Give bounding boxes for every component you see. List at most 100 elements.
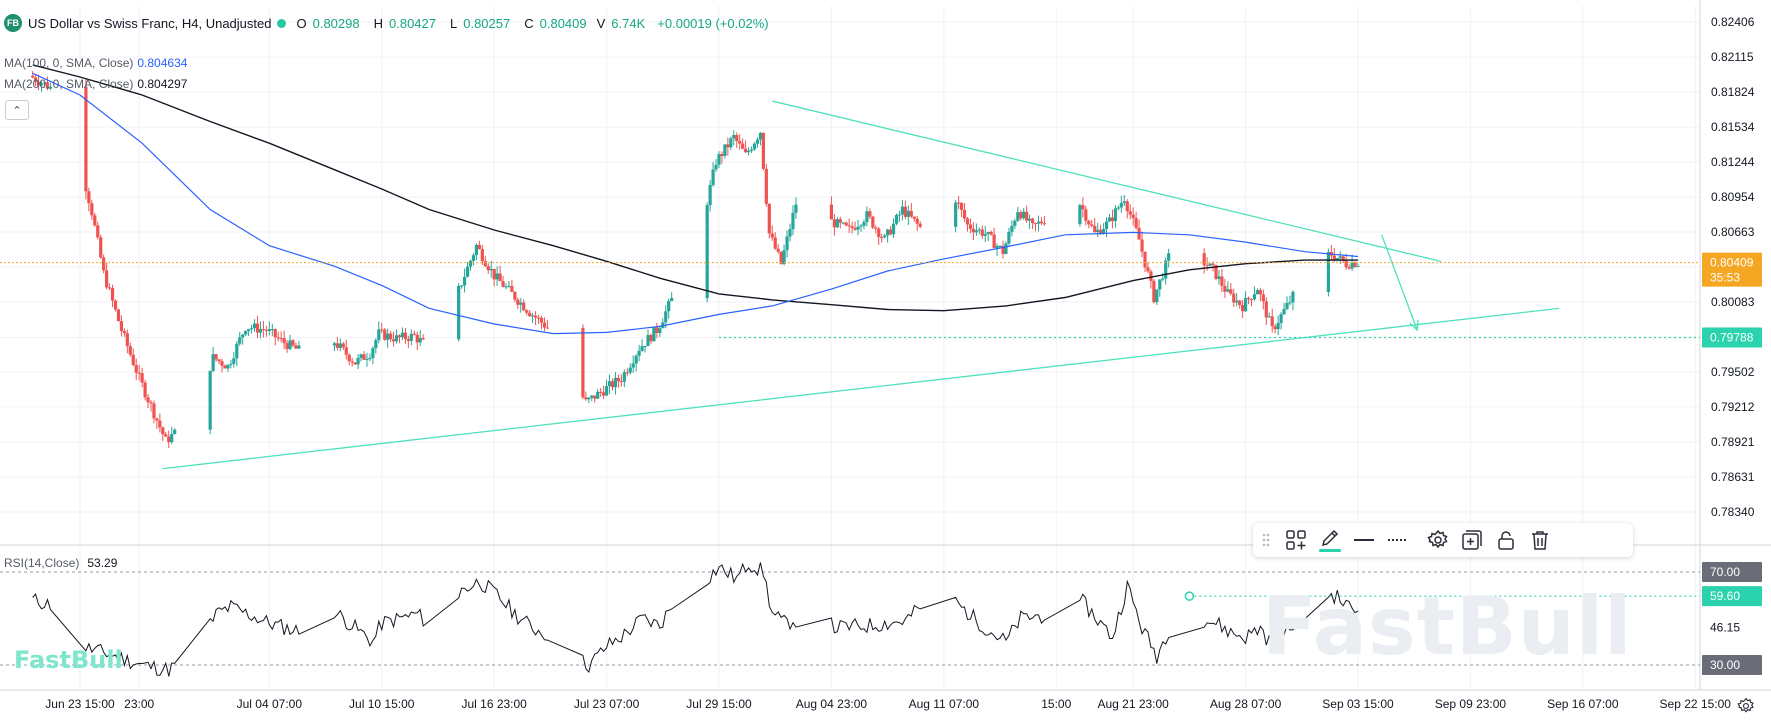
candle bbox=[1140, 231, 1144, 258]
candle bbox=[980, 225, 984, 240]
candle-body bbox=[460, 285, 464, 287]
candle-body bbox=[542, 322, 547, 328]
candle bbox=[874, 225, 878, 234]
price-tick-label: 0.82115 bbox=[1711, 50, 1754, 64]
candle-body bbox=[105, 270, 109, 288]
candle-body bbox=[1326, 251, 1331, 292]
candle-body bbox=[954, 202, 958, 227]
candle-body bbox=[353, 362, 357, 365]
collapse-legend-button[interactable]: ⌃ bbox=[5, 100, 29, 120]
pencil-icon[interactable] bbox=[1313, 525, 1347, 555]
candle bbox=[1104, 217, 1109, 238]
candle-body bbox=[1022, 211, 1026, 219]
candle-body bbox=[519, 302, 523, 305]
candle-body bbox=[1220, 276, 1224, 286]
candle bbox=[729, 136, 733, 151]
candle-body bbox=[122, 330, 126, 334]
candle bbox=[545, 320, 550, 329]
price-tick-label: 0.78631 bbox=[1711, 470, 1755, 484]
symbol-title[interactable]: US Dollar vs Swiss Franc, H4, Unadjusted bbox=[28, 15, 272, 31]
candle bbox=[116, 308, 121, 322]
candle bbox=[1146, 262, 1150, 274]
candle-body bbox=[1235, 300, 1239, 303]
candle-body bbox=[34, 77, 38, 82]
trash-icon[interactable] bbox=[1523, 525, 1557, 555]
candle bbox=[959, 201, 964, 218]
candle-body bbox=[134, 365, 138, 373]
candle bbox=[1155, 289, 1159, 306]
time-tick-label: Jul 23 07:00 bbox=[574, 697, 640, 711]
candle bbox=[140, 367, 144, 388]
ma100-legend[interactable]: MA(100, 0, SMA, Close) 0.804634 bbox=[4, 56, 187, 70]
high-label: H bbox=[373, 15, 383, 31]
candle bbox=[39, 80, 44, 92]
candle-body bbox=[968, 224, 973, 229]
candle bbox=[84, 78, 88, 200]
gear-icon[interactable] bbox=[1421, 525, 1455, 555]
ma200-legend[interactable]: MA(200, 0, SMA, Close) 0.804297 bbox=[4, 77, 187, 91]
candle-body bbox=[764, 168, 768, 204]
time-tick-label: Jul 10 15:00 bbox=[349, 697, 415, 711]
candle bbox=[164, 432, 168, 437]
candle-body bbox=[158, 420, 162, 428]
candle-body bbox=[1004, 243, 1008, 254]
layout-plus-icon[interactable] bbox=[1279, 525, 1313, 555]
candle bbox=[1134, 211, 1138, 230]
lock-icon[interactable] bbox=[1489, 525, 1523, 555]
candle bbox=[125, 329, 129, 354]
candle bbox=[167, 430, 171, 448]
candle-body bbox=[1353, 262, 1357, 267]
drag-handle-icon[interactable] bbox=[1253, 525, 1279, 555]
candle-body bbox=[152, 403, 156, 419]
candle-body bbox=[912, 216, 916, 219]
candle bbox=[749, 146, 754, 153]
candle-body bbox=[670, 298, 674, 302]
candle bbox=[1329, 244, 1333, 260]
fastbull-badge-icon: FB bbox=[4, 14, 22, 32]
current-price-tag-bg bbox=[1702, 252, 1762, 287]
candle-body bbox=[125, 333, 129, 347]
candle-body bbox=[1099, 229, 1103, 234]
add-panel-icon[interactable] bbox=[1455, 525, 1489, 555]
candle bbox=[714, 159, 718, 172]
candle bbox=[720, 151, 724, 164]
candle bbox=[173, 428, 177, 435]
candle-body bbox=[640, 346, 644, 351]
candle bbox=[628, 363, 632, 375]
candle-body bbox=[959, 203, 964, 210]
candle-body bbox=[1264, 301, 1268, 318]
candle bbox=[211, 347, 215, 373]
candle-body bbox=[36, 81, 41, 86]
candle-body bbox=[539, 317, 544, 323]
candle bbox=[353, 362, 357, 365]
line-solid-icon[interactable] bbox=[1347, 525, 1381, 555]
candle-body bbox=[1270, 316, 1274, 327]
candle-body bbox=[161, 427, 165, 435]
candle bbox=[465, 262, 470, 278]
candle bbox=[758, 132, 763, 146]
candle-body bbox=[457, 285, 461, 340]
candle bbox=[912, 216, 916, 222]
candle-body bbox=[655, 327, 659, 333]
chart-settings-gear-icon[interactable] bbox=[1737, 697, 1755, 715]
candle-body bbox=[794, 204, 798, 213]
rsi-tick-label: 30.00 bbox=[1710, 658, 1740, 672]
candle-body bbox=[288, 340, 292, 349]
candle-body bbox=[365, 358, 369, 360]
candle bbox=[161, 426, 165, 441]
rsi-legend[interactable]: RSI(14,Close) 53.29 bbox=[4, 556, 117, 570]
rsi-line bbox=[32, 562, 1359, 677]
candle bbox=[658, 325, 662, 337]
line-dotted-icon[interactable] bbox=[1381, 525, 1415, 555]
candle bbox=[137, 364, 141, 381]
candle-body bbox=[170, 434, 174, 443]
candle bbox=[909, 203, 913, 219]
candle-body bbox=[359, 354, 363, 359]
gridlines bbox=[0, 6, 1700, 690]
candle-body bbox=[235, 343, 239, 359]
symbol-legend: FB US Dollar vs Swiss Franc, H4, Unadjus… bbox=[4, 14, 769, 32]
trendline-lower bbox=[162, 307, 1560, 470]
candle bbox=[1288, 295, 1292, 306]
candle-body bbox=[738, 141, 742, 144]
